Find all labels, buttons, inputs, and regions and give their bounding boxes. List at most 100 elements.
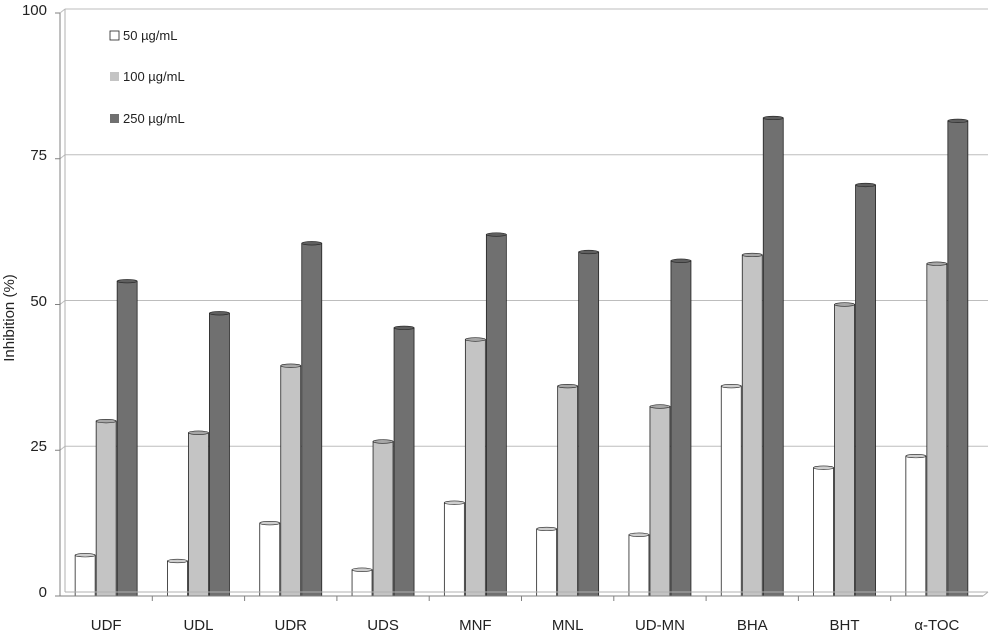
- gridline-diagonal: [59, 154, 66, 160]
- bar-cap: [74, 553, 96, 558]
- bar-UDS-250 µg/mL: [393, 325, 415, 597]
- bar-BHA-50 µg/mL: [720, 384, 742, 597]
- bar-UDL-50 µg/mL: [167, 558, 188, 597]
- bar-cap: [741, 252, 763, 258]
- category-label: UD-MN: [635, 617, 685, 634]
- bar-UDL-100 µg/mL: [188, 430, 209, 597]
- bar-body: [649, 406, 671, 597]
- bar-body: [670, 260, 692, 597]
- bar-cap: [905, 453, 927, 459]
- bar-body: [926, 263, 948, 597]
- bar-body: [485, 234, 507, 597]
- category-label: α-TOC: [914, 617, 959, 634]
- legend-label-50: 50 µg/mL: [123, 28, 177, 43]
- category-labels: UDF UDL UDR UDS MNF MNL UD-MN BHA BHT α-TOC: [91, 617, 960, 634]
- bar-cap: [557, 384, 578, 389]
- legend-label-100: 100 µg/mL: [123, 69, 185, 84]
- bar-BHT-50 µg/mL: [813, 465, 834, 597]
- bar-body: [720, 385, 742, 597]
- bar-cap: [301, 241, 323, 246]
- axes: [55, 9, 989, 601]
- legend-label-250: 250 µg/mL: [123, 111, 185, 126]
- bar-UD-MN-100 µg/mL: [649, 404, 671, 597]
- bar-cap: [855, 182, 876, 188]
- bar-cap: [259, 521, 281, 526]
- y-tick-label-100: 100: [22, 2, 47, 19]
- bar-UDF-50 µg/mL: [74, 553, 96, 597]
- bar-cap: [649, 404, 671, 409]
- bar-α-TOC-100 µg/mL: [926, 261, 948, 597]
- category-label: BHT: [830, 617, 860, 634]
- bar-cap: [393, 325, 415, 330]
- bar-MNF-50 µg/mL: [443, 500, 465, 597]
- bar-UD-MN-50 µg/mL: [628, 532, 650, 597]
- bar-body: [578, 251, 600, 597]
- category-label: UDF: [91, 617, 122, 634]
- bar-cap: [444, 500, 465, 505]
- bar-body: [536, 528, 558, 597]
- bar-UDR-250 µg/mL: [301, 241, 323, 597]
- floor-right-edge: [982, 591, 989, 597]
- bar-cap: [947, 118, 969, 123]
- bar-cap: [465, 337, 486, 342]
- bar-cap: [486, 232, 507, 237]
- y-tick-label-25: 25: [30, 438, 47, 455]
- bar-body: [557, 385, 579, 597]
- bar-cap: [95, 419, 117, 424]
- bar-α-TOC-50 µg/mL: [905, 453, 927, 597]
- bar-body: [443, 502, 465, 597]
- bar-body: [905, 455, 927, 597]
- bar-cap: [209, 311, 230, 316]
- legend-swatch-100: [110, 72, 119, 81]
- bar-body: [301, 242, 323, 597]
- bar-cap: [536, 526, 557, 532]
- category-label: UDL: [183, 617, 213, 634]
- bar-body: [259, 522, 281, 597]
- bar-UDR-100 µg/mL: [280, 363, 302, 597]
- bar-body: [74, 554, 96, 597]
- bar-UDR-50 µg/mL: [259, 521, 281, 597]
- bar-cap: [762, 115, 784, 121]
- bar-body: [167, 560, 188, 597]
- bar-cap: [834, 302, 855, 307]
- category-label: UDR: [275, 617, 308, 634]
- bar-body: [280, 365, 302, 597]
- bar-cap: [720, 384, 742, 389]
- bar-body: [209, 312, 230, 597]
- bar-MNL-50 µg/mL: [536, 526, 558, 597]
- bar-cap: [670, 258, 692, 263]
- bar-body: [628, 534, 650, 597]
- bar-cap: [372, 439, 394, 444]
- legend-swatch-50: [109, 30, 120, 41]
- bar-UDS-50 µg/mL: [351, 567, 373, 597]
- bars: [74, 115, 969, 597]
- bar-cap: [578, 249, 599, 255]
- legend: 50 µg/mL 100 µg/mL 250 µg/mL: [109, 28, 185, 126]
- bar-body: [834, 304, 855, 597]
- bar-cap: [628, 532, 650, 537]
- bar-UDS-100 µg/mL: [372, 439, 394, 597]
- bar-BHA-100 µg/mL: [741, 252, 763, 597]
- bar-body: [762, 117, 784, 597]
- gridline-diagonal: [59, 8, 66, 14]
- category-label: MNF: [459, 617, 492, 634]
- bar-cap: [280, 363, 302, 368]
- bar-UDF-100 µg/mL: [95, 419, 117, 597]
- bar-cap: [351, 567, 373, 572]
- bar-MNF-250 µg/mL: [485, 232, 507, 597]
- category-label: MNL: [552, 617, 584, 634]
- y-tick-label-75: 75: [30, 147, 47, 164]
- bar-MNL-100 µg/mL: [557, 384, 579, 597]
- bar-BHT-100 µg/mL: [834, 302, 855, 597]
- y-axis-ticks: 100 75 50 25 0: [22, 2, 47, 601]
- bar-body: [188, 432, 209, 597]
- bar-MNL-250 µg/mL: [578, 249, 600, 597]
- bar-cap: [813, 465, 834, 470]
- category-label: UDS: [367, 617, 399, 634]
- bar-body: [741, 254, 763, 597]
- y-tick-label-0: 0: [39, 584, 47, 601]
- bar-body: [393, 327, 415, 597]
- bar-cap: [188, 430, 209, 435]
- bar-body: [947, 120, 969, 597]
